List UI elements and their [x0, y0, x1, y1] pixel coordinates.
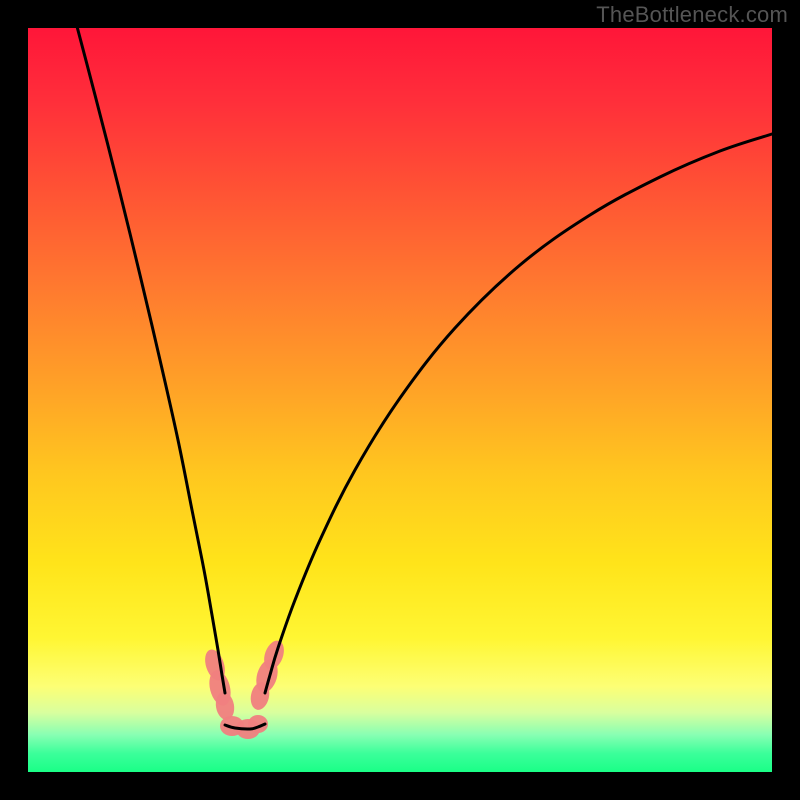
- curve-right: [265, 134, 772, 693]
- curve-left: [70, 0, 225, 693]
- chart-svg: [0, 0, 800, 800]
